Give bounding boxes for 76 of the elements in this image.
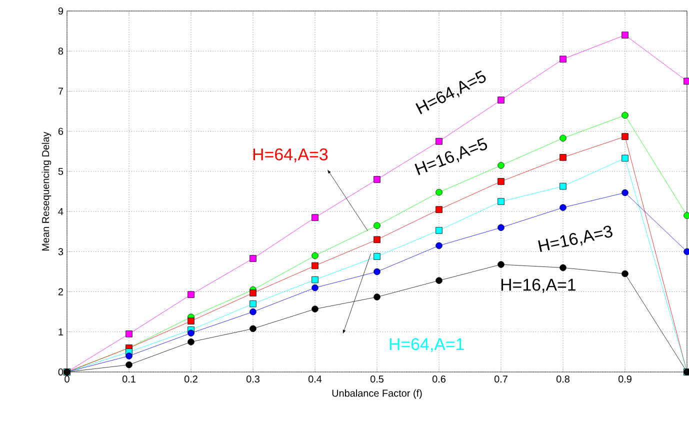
text: H=64,A=1: [390, 338, 464, 352]
point: [622, 133, 628, 140]
point: [684, 78, 689, 85]
x-tick-label: 0.4: [308, 376, 322, 383]
point: [560, 264, 566, 272]
y-tick-label: 2: [58, 288, 63, 296]
point: [684, 212, 689, 219]
x-tick-label: 0.1: [122, 376, 136, 383]
y-tick-label: 7: [58, 88, 63, 95]
x-tick-label: 0.9: [618, 376, 632, 383]
point: [560, 182, 566, 190]
point: [498, 96, 504, 104]
text: H=64,A=3: [253, 148, 328, 162]
point: [312, 276, 318, 284]
point: [436, 227, 442, 234]
point: [498, 162, 504, 169]
y-tick-label: 1: [58, 328, 63, 336]
y-tick-label: 6: [58, 128, 64, 135]
text: H=16,A=3: [538, 226, 612, 252]
y-tick-label: 8: [58, 48, 64, 55]
point: [374, 176, 380, 183]
point: [312, 306, 318, 312]
point: [250, 255, 256, 262]
point: [374, 236, 380, 244]
point: [312, 252, 318, 260]
y-tick-label: 5: [58, 168, 64, 175]
point: [622, 154, 628, 162]
x-tick-label: 0: [64, 376, 70, 383]
x-tick-label: 0.2: [184, 376, 198, 383]
point: [622, 32, 628, 38]
point: [498, 178, 504, 185]
point: [250, 308, 256, 316]
point: [498, 224, 504, 231]
point: [188, 338, 194, 346]
point: [560, 204, 566, 211]
x-tick-label: 0.5: [370, 376, 384, 383]
point: [188, 291, 194, 298]
point: [498, 198, 504, 205]
point: [250, 300, 256, 308]
point: [126, 361, 132, 368]
point: [126, 330, 132, 338]
point: [250, 325, 256, 332]
point: [622, 270, 628, 278]
y-tick-label: 4: [58, 208, 64, 215]
point: [374, 222, 380, 229]
point: [436, 277, 442, 284]
point: [622, 112, 628, 119]
point: [436, 242, 442, 250]
y-axis-title: Mean Resequencing Delay: [42, 132, 52, 251]
y-tick-label: 0: [58, 368, 64, 376]
x-tick-label: 0.6: [432, 376, 446, 383]
point: [684, 248, 689, 256]
point: [436, 188, 442, 196]
point: [436, 206, 442, 213]
y-tick-label: 3: [58, 248, 64, 256]
point: [126, 352, 132, 360]
series-label: H=16,A=1: [501, 278, 576, 293]
point: [498, 261, 504, 268]
point: [560, 134, 566, 142]
point: [312, 262, 318, 270]
point: [374, 294, 380, 300]
point: [560, 154, 566, 161]
x-axis-title: Unbalance Factor (f): [332, 389, 422, 399]
x-tick-label: 0.8: [556, 376, 570, 383]
point: [188, 330, 194, 336]
point: [250, 290, 256, 296]
point: [560, 56, 566, 63]
point: [374, 253, 380, 260]
x-tick-label: 0.3: [246, 376, 260, 383]
y-tick-label: 9: [58, 7, 64, 15]
x-tick-label: 0.7: [494, 376, 508, 383]
point: [312, 284, 318, 292]
point: [374, 268, 380, 276]
point: [188, 318, 194, 324]
point: [312, 214, 318, 221]
point: [622, 189, 628, 196]
